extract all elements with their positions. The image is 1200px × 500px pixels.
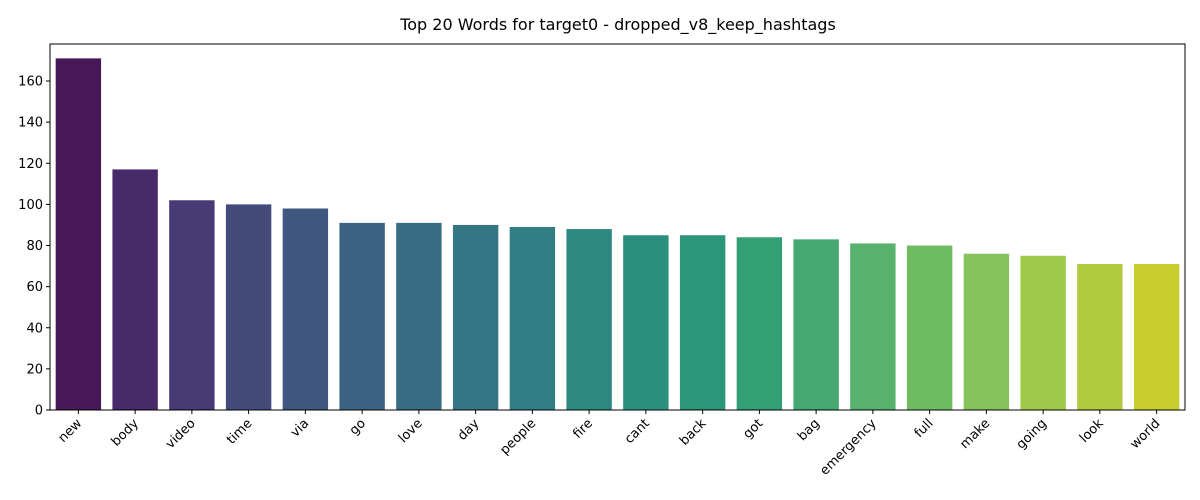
bar-people xyxy=(509,227,556,410)
x-tick-label-video: video xyxy=(163,416,199,452)
plot-frame xyxy=(49,43,1186,411)
x-tick-label-people: people xyxy=(497,416,539,458)
x-tick-label-full: full xyxy=(912,416,937,441)
x-tick-label-bag: bag xyxy=(795,416,823,444)
x-tick-label-fire: fire xyxy=(570,416,596,442)
bar-look xyxy=(1077,264,1123,410)
x-tick-label-emergency: emergency xyxy=(817,416,880,479)
y-tick-label-40: 40 xyxy=(26,321,43,336)
x-tick-label-got: got xyxy=(741,416,767,442)
bar-love xyxy=(396,222,442,410)
y-tick-label-160: 160 xyxy=(18,75,43,90)
bar-body xyxy=(112,169,158,410)
bar-via xyxy=(282,208,329,410)
bar-go xyxy=(339,222,385,410)
bar-back xyxy=(679,235,726,410)
bar-bag xyxy=(793,239,839,410)
x-tick-label-body: body xyxy=(109,416,143,450)
y-tick-label-0: 0 xyxy=(35,404,43,419)
x-axis: new body video time via go love day people fire ca… xyxy=(56,410,1164,479)
y-tick-label-100: 100 xyxy=(18,198,43,213)
bar-video xyxy=(169,200,215,410)
bar-cant xyxy=(623,235,669,410)
bars-group xyxy=(55,58,1180,411)
y-tick-label-120: 120 xyxy=(18,157,43,172)
bar-make xyxy=(963,253,1010,410)
bar-emergency xyxy=(850,243,896,410)
bar-full xyxy=(906,245,953,410)
bar-world xyxy=(1133,264,1180,410)
x-tick-label-back: back xyxy=(677,416,710,449)
bar-new xyxy=(55,58,102,411)
y-tick-label-80: 80 xyxy=(26,239,43,254)
chart-title: Top 20 Words for target0 - dropped_v8_ke… xyxy=(399,15,836,35)
y-tick-label-20: 20 xyxy=(26,362,43,377)
x-tick-label-going: going xyxy=(1014,416,1050,452)
x-tick-label-day: day xyxy=(455,416,483,444)
x-tick-label-make: make xyxy=(957,416,993,452)
x-tick-label-world: world xyxy=(1128,416,1164,452)
y-axis: 0 20 40 60 80 100 120 140 160 xyxy=(18,75,50,419)
x-tick-label-love: love xyxy=(396,416,426,446)
y-tick-label-140: 140 xyxy=(18,116,43,131)
x-tick-label-time: time xyxy=(224,416,255,447)
x-tick-label-look: look xyxy=(1077,416,1107,446)
x-tick-label-go: go xyxy=(347,416,369,438)
bar-fire xyxy=(566,229,612,410)
x-tick-label-new: new xyxy=(56,416,86,446)
bar-going xyxy=(1020,255,1066,410)
y-tick-label-60: 60 xyxy=(26,280,43,295)
bar-got xyxy=(736,237,783,410)
x-tick-label-cant: cant xyxy=(622,416,653,447)
x-tick-label-via: via xyxy=(288,416,312,440)
bar-day xyxy=(452,224,499,410)
bar-time xyxy=(225,204,272,410)
